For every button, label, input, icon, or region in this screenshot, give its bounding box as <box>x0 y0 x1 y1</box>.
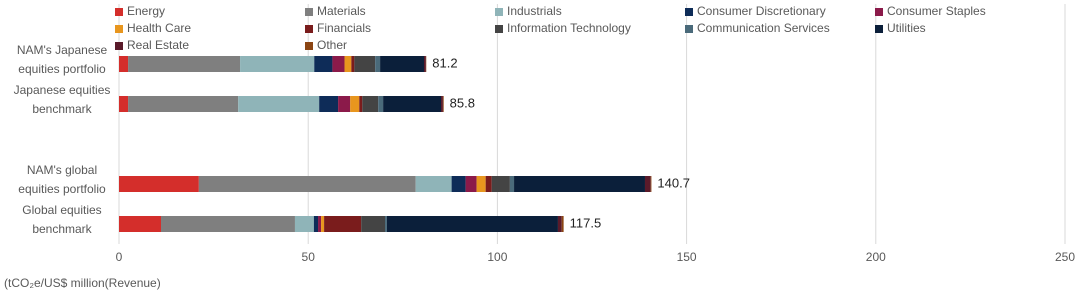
legend-label: Industrials <box>507 4 562 18</box>
x-tick-label: 100 <box>487 250 507 264</box>
legend-label: Materials <box>317 4 366 18</box>
category-label: Japanese equities benchmark <box>13 83 111 116</box>
legend-label: Other <box>317 38 347 52</box>
legend-swatch <box>115 8 123 16</box>
bar-segment <box>380 56 424 72</box>
x-tick-label: 50 <box>302 250 316 264</box>
bar-segment <box>350 96 360 112</box>
legend-swatch <box>875 8 883 16</box>
axis-label: (tCO₂e/US$ million(Revenue) <box>4 276 161 290</box>
bar-segment <box>491 176 510 192</box>
legend-label: Information Technology <box>507 21 631 35</box>
bar-segment <box>361 216 386 232</box>
legend-label: Real Estate <box>127 38 189 52</box>
legend-swatch <box>685 8 693 16</box>
bar-segment <box>344 56 352 72</box>
bar-segment <box>561 216 564 232</box>
bar-segment <box>650 176 652 192</box>
total-label: 81.2 <box>432 55 457 70</box>
x-tick-label: 150 <box>677 250 697 264</box>
legend-label: Energy <box>127 4 165 18</box>
bar-segment <box>128 56 241 72</box>
bar-segment <box>119 96 129 112</box>
legend-label: Consumer Discretionary <box>697 4 826 18</box>
bar-segment <box>128 96 239 112</box>
bar-segment <box>557 216 562 232</box>
bar-segment <box>383 96 442 112</box>
bar-segment <box>485 176 492 192</box>
category-label: Global equities benchmark <box>22 203 102 236</box>
bar-segment <box>465 176 477 192</box>
bar-segment <box>119 216 162 232</box>
bar-segment <box>509 176 515 192</box>
total-label: 117.5 <box>570 215 602 230</box>
bar-segment <box>321 216 325 232</box>
legend-swatch <box>305 8 313 16</box>
bar-segment <box>238 96 320 112</box>
bar-segment <box>294 216 314 232</box>
bar-segment <box>644 176 651 192</box>
bar-segment <box>354 56 376 72</box>
bar-segment <box>318 216 322 232</box>
legend-label: Consumer Staples <box>887 4 986 18</box>
x-tick-label: 200 <box>866 250 886 264</box>
bar-segment <box>378 96 384 112</box>
bar-segment <box>119 56 129 72</box>
bar-segment <box>362 96 379 112</box>
bar-segment <box>451 176 466 192</box>
legend-swatch <box>875 25 883 33</box>
bar-segment <box>476 176 486 192</box>
bar-segment <box>338 96 351 112</box>
bar-segment <box>240 56 315 72</box>
bar-segment <box>423 56 426 72</box>
bar-segment <box>161 216 295 232</box>
bar-segment <box>415 176 452 192</box>
bar-segment <box>351 56 355 72</box>
bar-segment <box>313 216 319 232</box>
bar-segment <box>385 216 387 232</box>
legend-label: Health Care <box>127 21 191 35</box>
legend-swatch <box>495 25 503 33</box>
legend-swatch <box>115 42 123 50</box>
bar-segment <box>441 96 443 112</box>
bar-segment <box>198 176 416 192</box>
legend-label: Communication Services <box>697 21 830 35</box>
legend-swatch <box>495 8 503 16</box>
bar-segment <box>514 176 645 192</box>
bar-segment <box>332 56 345 72</box>
total-label: 85.8 <box>450 95 475 110</box>
bar-segment <box>386 216 558 232</box>
bar-segment <box>375 56 381 72</box>
category-label: NAM's global equities portfolio <box>18 163 106 196</box>
bar-segment <box>359 96 363 112</box>
legend-label: Utilities <box>887 21 926 35</box>
bar-segment <box>324 216 362 232</box>
legend-swatch <box>305 42 313 50</box>
x-tick-label: 250 <box>1055 250 1075 264</box>
bar-segment <box>119 176 199 192</box>
legend-swatch <box>115 25 123 33</box>
x-tick-label: 0 <box>116 250 123 264</box>
bar-segment <box>314 56 333 72</box>
bar-segment <box>442 96 444 112</box>
legend-swatch <box>305 25 313 33</box>
total-label: 140.7 <box>657 175 690 190</box>
legend-label: Financials <box>317 21 371 35</box>
category-label: NAM's Japanese equities portfolio <box>16 43 108 76</box>
bar-segment <box>319 96 339 112</box>
legend-swatch <box>685 25 693 33</box>
